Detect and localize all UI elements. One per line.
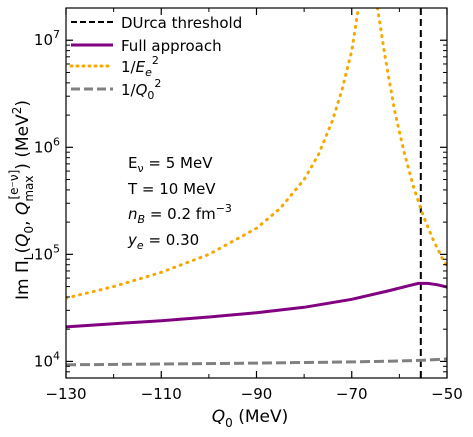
series-line-3 xyxy=(66,357,447,367)
x-tick-label: −110 xyxy=(141,385,182,403)
axes-layer: −130 −110 −90 −70 −50 104 105 106 107 xyxy=(34,7,463,403)
x-tick-label: −130 xyxy=(45,385,86,403)
annotation-ye: ye = 0.30 xyxy=(127,231,199,252)
legend-label-durca: DUrca threshold xyxy=(121,14,242,32)
y-axis-label: Im ΠL(Q0, Qmax[e⁻ν]) (MeV2) xyxy=(7,100,36,300)
annotation-temperature: T = 10 MeV xyxy=(127,180,216,198)
series-line-1 xyxy=(66,281,447,329)
x-tick-label: −50 xyxy=(431,385,463,403)
legend-label-q0: 1/Q02 xyxy=(121,77,161,102)
y-tick-label: 107 xyxy=(34,28,60,49)
series-line-2-right xyxy=(376,8,447,268)
legend-label-ee: 1/Ee2 xyxy=(121,54,159,79)
annotation-density: nB = 0.2 fm−3 xyxy=(128,202,232,226)
legend: DUrca threshold Full approach 1/Ee2 1/Q0… xyxy=(69,14,242,102)
x-axis-label: Q0 (MeV) xyxy=(212,407,288,430)
series-layer xyxy=(66,8,447,378)
series-line-2 xyxy=(66,8,360,300)
x-tick-label: −70 xyxy=(336,385,368,403)
y-tick-label: 105 xyxy=(34,242,60,263)
y-tick-label: 106 xyxy=(34,135,60,156)
legend-label-full: Full approach xyxy=(121,37,222,55)
annotations: Eν = 5 MeV T = 10 MeV nB = 0.2 fm−3 ye =… xyxy=(127,154,232,252)
annotation-energy: Eν = 5 MeV xyxy=(128,154,213,175)
y-tick-label: 104 xyxy=(34,349,60,370)
x-tick-label: −90 xyxy=(241,385,273,403)
